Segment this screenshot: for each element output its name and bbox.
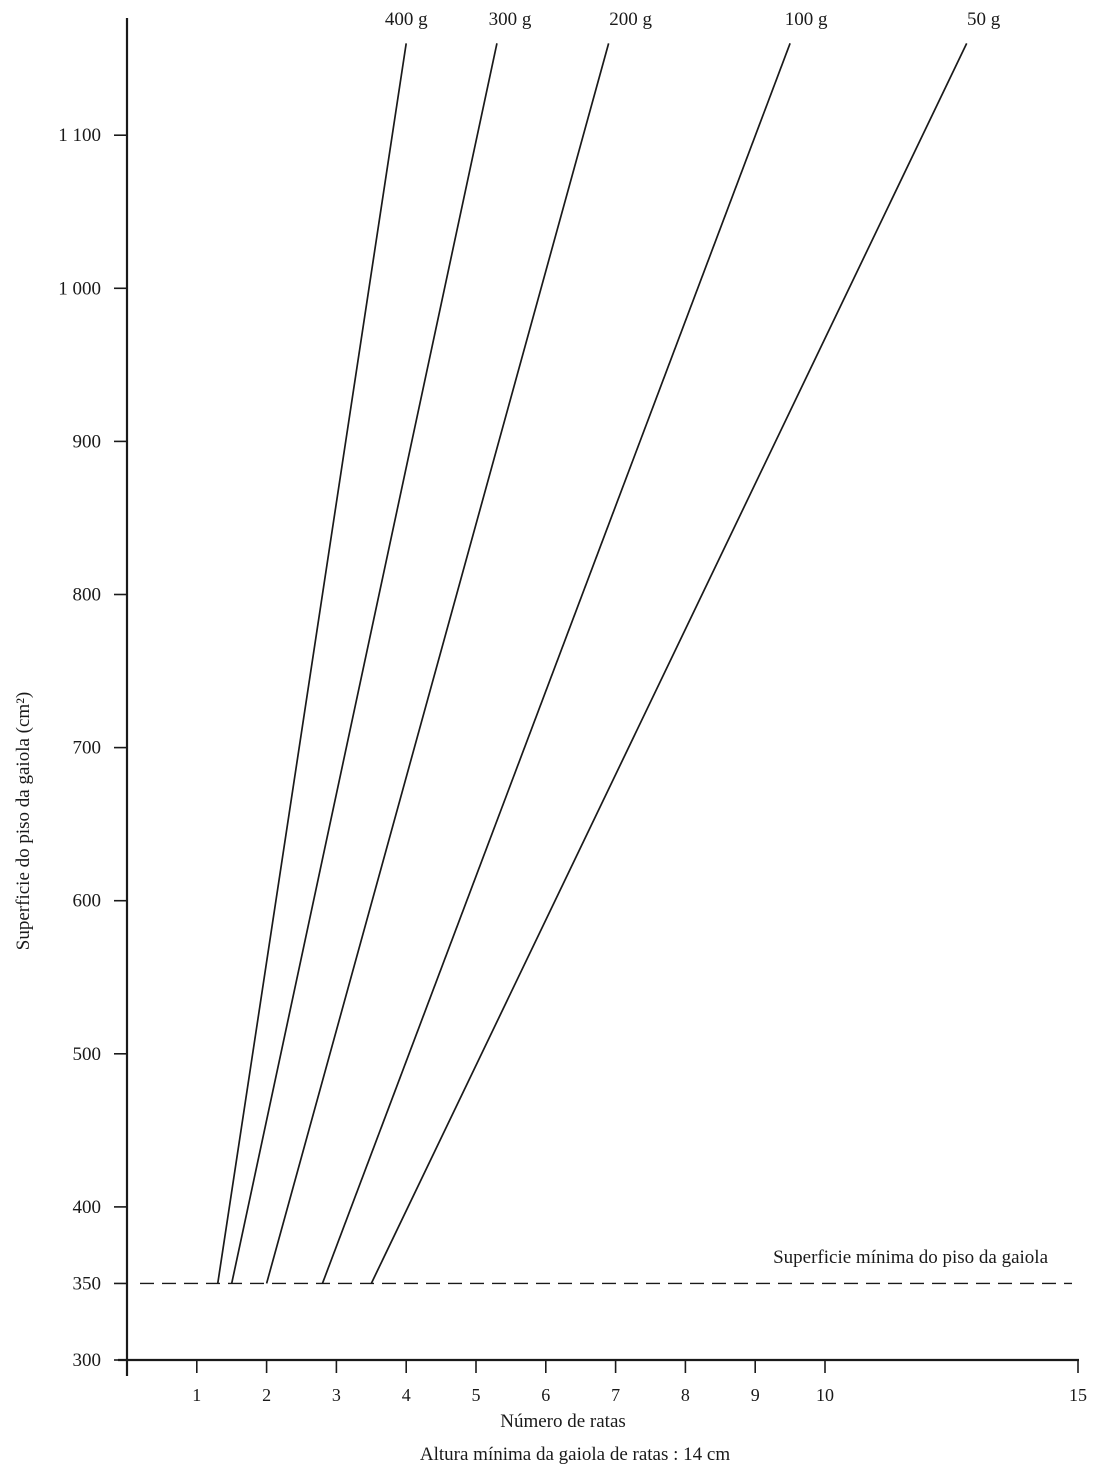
series-label-200g: 200 g (609, 9, 652, 30)
series-line-100g (322, 43, 790, 1283)
series-line-50g (371, 43, 966, 1283)
min-floor-reference-label: Superficie mínima do piso da gaiola (773, 1247, 1048, 1268)
x-tick-label: 7 (611, 1385, 620, 1405)
x-tick-label: 5 (472, 1385, 481, 1405)
reference: Superficie mínima do piso da gaiola (140, 1247, 1072, 1283)
series-label-300g: 300 g (489, 9, 532, 30)
y-tick-label: 400 (73, 1197, 102, 1218)
series-line-200g (267, 43, 609, 1283)
y-tick-label: 300 (73, 1350, 102, 1371)
x-ticks: 1 2 3 4 5 6 7 8 9 10 15 (192, 1360, 1087, 1405)
series-labels: 400 g 300 g 200 g 100 g 50 g (385, 9, 1001, 30)
x-tick-label: 6 (541, 1385, 550, 1405)
y-tick-label: 1 100 (58, 125, 101, 146)
y-tick-label: 1 000 (58, 278, 101, 299)
y-axis-title: Superficie do piso da gaiola (cm²) (13, 692, 34, 950)
y-tick-label: 700 (73, 738, 102, 759)
x-tick-label: 9 (751, 1385, 760, 1405)
series-line-300g (232, 43, 497, 1283)
y-tick-label: 900 (73, 431, 102, 452)
axes (118, 18, 1079, 1376)
x-tick-label: 10 (816, 1385, 834, 1405)
x-tick-label: 2 (262, 1385, 271, 1405)
y-tick-label: 350 (73, 1273, 102, 1294)
x-tick-label: 4 (402, 1385, 411, 1405)
x-tick-label: 8 (681, 1385, 690, 1405)
chart-note: Altura mínima da gaiola de ratas : 14 cm (420, 1444, 730, 1465)
series-line-400g (218, 43, 406, 1283)
y-tick-label: 500 (73, 1044, 102, 1065)
x-tick-label: 3 (332, 1385, 341, 1405)
series-lines (218, 43, 967, 1283)
x-tick-label: 15 (1069, 1385, 1087, 1405)
x-axis-title: Número de ratas (500, 1411, 626, 1432)
y-tick-label: 600 (73, 891, 102, 912)
y-tick-label: 800 (73, 585, 102, 606)
y-ticks: 300 350 400 500 600 700 800 900 1 000 1 100 (58, 125, 127, 1371)
series-label-100g: 100 g (785, 9, 828, 30)
series-label-400g: 400 g (385, 9, 428, 30)
x-tick-label: 1 (192, 1385, 201, 1405)
series-label-50g: 50 g (967, 9, 1001, 30)
